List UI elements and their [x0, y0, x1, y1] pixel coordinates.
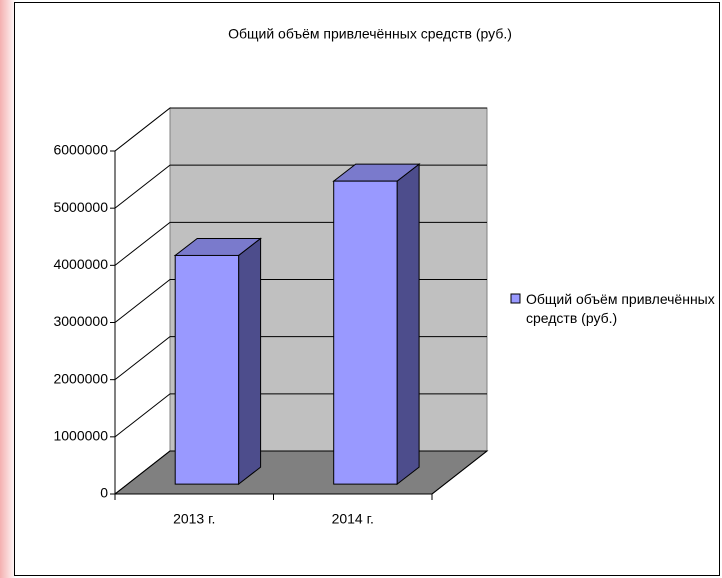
bar: [174, 254, 240, 485]
legend-swatch: [510, 293, 521, 304]
y-tick-label: 6000000: [53, 142, 108, 158]
bar-side: [396, 163, 420, 486]
chart-title: Общий объём привлечённых средств (руб.): [228, 26, 512, 42]
y-tick-label: 1000000: [53, 428, 108, 444]
bar: [333, 180, 398, 485]
y-tick-label: 5000000: [53, 199, 108, 215]
legend-label: Общий объём привлечённых средств (руб.): [526, 291, 715, 326]
y-tick-label: 4000000: [53, 256, 108, 272]
floor: [113, 450, 489, 495]
y-tick-label: 2000000: [53, 370, 108, 386]
x-tick-label: 2014 г.: [332, 511, 374, 527]
x-tick-label: 2013 г.: [173, 511, 215, 527]
y-tick-label: 0: [100, 485, 108, 501]
grid-line: [114, 107, 487, 152]
y-tick-label: 3000000: [53, 313, 108, 329]
bar-side: [238, 237, 262, 486]
